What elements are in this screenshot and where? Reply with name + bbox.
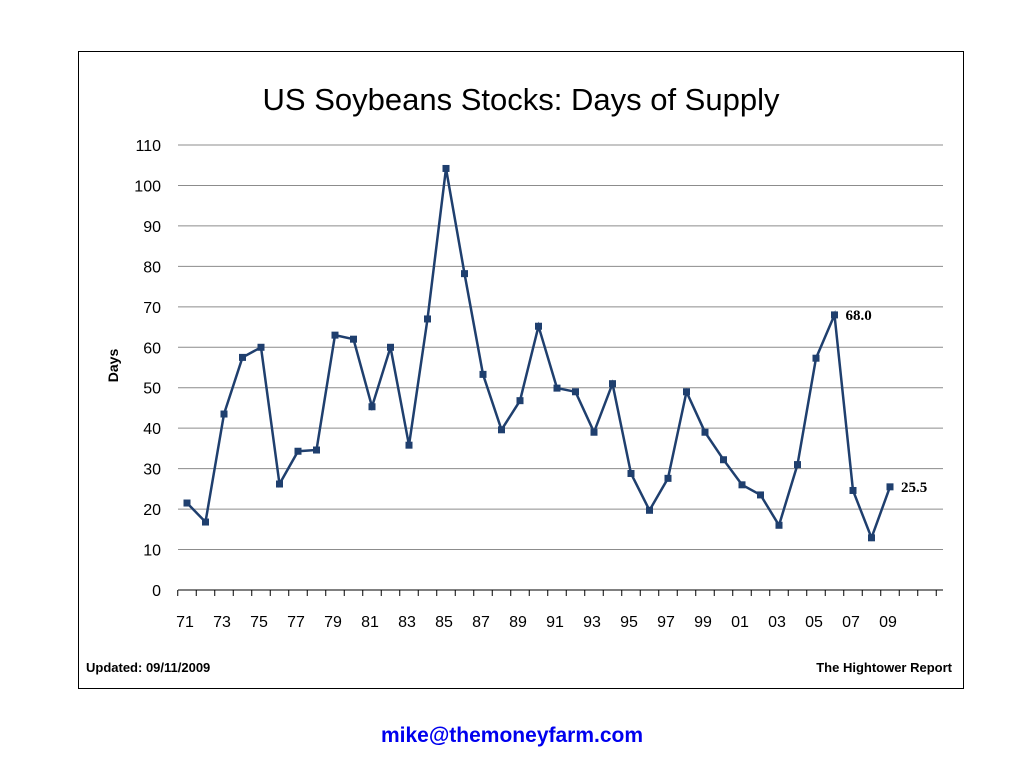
chart-frame (78, 51, 964, 689)
data-label: 25.5 (901, 480, 927, 496)
chart-title: US Soybeans Stocks: Days of Supply (262, 82, 780, 117)
data-point (664, 474, 672, 482)
x-tick-label: 89 (509, 614, 527, 631)
data-point (276, 480, 283, 488)
data-point (313, 446, 320, 454)
data-point (812, 354, 820, 362)
x-tick-label: 93 (583, 614, 601, 631)
axes (177, 589, 943, 596)
x-tick-label: 71 (176, 614, 194, 631)
y-tick-label: 30 (143, 462, 161, 479)
y-tick-label: 20 (143, 502, 161, 519)
x-tick-label: 97 (657, 614, 675, 631)
data-point (627, 469, 635, 477)
data-point (220, 410, 228, 418)
data-point (442, 164, 450, 172)
data-point (516, 397, 524, 405)
data-point (831, 311, 838, 319)
y-tick-label: 0 (152, 583, 161, 600)
data-point (479, 370, 487, 378)
data-point (239, 353, 246, 361)
data-point (849, 486, 857, 494)
x-tick-label: 79 (324, 614, 342, 631)
y-tick-label: 60 (143, 340, 161, 357)
x-tick-label: 83 (398, 614, 416, 631)
data-point (553, 384, 561, 392)
y-tick-label: 10 (143, 543, 161, 560)
data-point (794, 461, 801, 469)
data-labels: 68.0 25.5 (846, 308, 928, 496)
y-axis-label: Days (105, 349, 121, 383)
data-point (202, 518, 209, 526)
data-point (405, 441, 413, 449)
data-point (257, 343, 265, 351)
x-tick-label: 95 (620, 614, 638, 631)
data-point (498, 426, 505, 434)
data-point (720, 456, 727, 464)
x-tick-label: 77 (287, 614, 305, 631)
gridlines (178, 144, 943, 551)
data-point (868, 534, 875, 542)
series-line-group (183, 164, 894, 542)
x-tick-label: 07 (842, 614, 860, 631)
data-point (331, 331, 339, 339)
data-label: 68.0 (846, 308, 872, 324)
data-point (535, 322, 542, 330)
data-point (738, 481, 746, 489)
data-point (646, 506, 653, 514)
x-tick-labels: 71 73 75 77 79 81 83 85 87 89 91 93 95 97 99 01 03 05 07 09 (176, 614, 897, 631)
y-tick-label: 70 (143, 300, 161, 317)
source-credit: The Hightower Report (816, 660, 952, 675)
y-tick-labels: 0 10 20 30 40 50 60 70 80 90 100 110 (134, 138, 161, 600)
data-point (590, 428, 598, 436)
x-tick-label: 75 (250, 614, 268, 631)
x-tick-label: 73 (213, 614, 231, 631)
data-point (387, 343, 394, 351)
x-tick-label: 03 (768, 614, 786, 631)
data-point (775, 521, 783, 529)
y-tick-label: 50 (143, 381, 161, 398)
x-tick-label: 81 (361, 614, 379, 631)
data-point (461, 270, 468, 278)
email-link[interactable]: mike@themoneyfarm.com (380, 724, 644, 747)
y-tick-label: 110 (135, 138, 161, 155)
y-tick-label: 80 (143, 259, 161, 276)
data-point (368, 403, 376, 411)
data-point (609, 380, 616, 388)
x-tick-label: 05 (805, 614, 823, 631)
x-tick-label: 85 (435, 614, 453, 631)
y-tick-label: 40 (143, 421, 161, 438)
updated-date: Updated: 09/11/2009 (86, 660, 211, 675)
data-point (683, 388, 690, 396)
x-tick-label: 87 (472, 614, 490, 631)
x-tick-label: 91 (546, 614, 564, 631)
x-tick-label: 01 (731, 614, 749, 631)
data-point (350, 335, 357, 343)
data-point (572, 388, 579, 396)
x-tick-label: 99 (694, 614, 712, 631)
data-point (424, 315, 431, 323)
data-point (886, 483, 894, 491)
y-tick-label: 90 (143, 219, 161, 236)
x-tick-label: 09 (879, 614, 897, 631)
y-tick-label: 100 (134, 178, 161, 195)
data-point (701, 428, 709, 436)
series-line (186, 168, 892, 542)
data-point (294, 447, 302, 455)
data-point (757, 491, 764, 499)
data-point (183, 499, 191, 507)
